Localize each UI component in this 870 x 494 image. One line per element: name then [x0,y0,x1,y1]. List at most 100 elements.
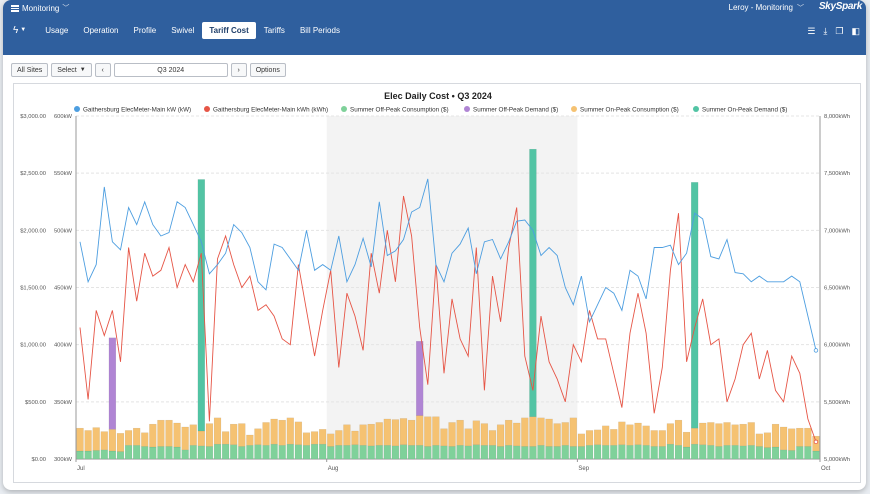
onpeak-demand-bar [197,179,205,432]
onpeak-consumption-bar [642,425,650,446]
onpeak-consumption-bar [464,428,472,447]
offpeak-consumption-bar [84,450,92,460]
onpeak-consumption-bar [553,423,561,447]
select-dropdown[interactable]: Select ▼ [51,63,92,77]
y-tick-label-kwh: 6,500kWh [824,286,850,292]
offpeak-consumption-bar [391,445,400,460]
tab-swivel[interactable]: Swivel [171,25,195,35]
kwh-series-line [79,195,817,443]
offpeak-consumption-bar [407,445,416,460]
download-icon[interactable]: ⤓ [823,26,828,36]
panel-icon[interactable]: ◧ [851,26,860,36]
offpeak-consumption-bar [788,450,796,460]
onpeak-consumption-bar [779,426,788,451]
offpeak-consumption-bar [432,445,440,460]
legend-entry: Summer Off-Peak Demand ($) [473,107,558,114]
offpeak-consumption-bar [367,445,375,460]
offpeak-consumption-bar [375,445,383,460]
offpeak-consumption-bar [642,445,650,460]
elec-daily-cost-chart[interactable]: Elec Daily Cost • Q3 2024 Gaithersburg El… [14,84,862,484]
filter-toolbar: All Sites Select ▼ ‹ Q3 2024 › Options [11,63,286,77]
offpeak-consumption-bar [666,443,675,460]
onpeak-consumption-bar [626,424,634,446]
kw-series-line [79,178,817,351]
y-tick-label-cost: $2,500.00 [20,171,46,177]
tab-bill-periods[interactable]: Bill Periods [299,25,340,35]
tab-usage[interactable]: Usage [45,25,69,35]
list-icon[interactable]: ☰ [807,26,816,36]
onpeak-consumption-bar [399,418,408,445]
caret-down-icon: ▼ [79,67,86,73]
date-range-display[interactable]: Q3 2024 [113,63,228,77]
offpeak-consumption-bar [327,446,335,460]
offpeak-consumption-bar [278,445,286,460]
onpeak-consumption-bar [351,430,359,445]
select-label: Select [57,66,77,74]
onpeak-consumption-bar [505,419,513,446]
lightning-icon[interactable]: ϟ [13,24,19,36]
y-tick-label-kw: 350kW [54,400,73,406]
onpeak-consumption-bar [569,417,577,447]
onpeak-consumption-bar [149,423,157,448]
tab-tariff-cost[interactable]: Tariff Cost [202,21,256,39]
offpeak-consumption-bar [723,445,731,460]
onpeak-consumption-bar [650,430,658,447]
offpeak-consumption-bar [553,446,561,460]
app-switcher[interactable]: Monitoring ﹀ [11,3,69,13]
copy-icon[interactable]: ❐ [835,26,844,36]
y-tick-label-kw: 600kW [54,114,73,120]
offpeak-consumption-bar [763,447,772,460]
x-tick-label: Aug [328,466,339,472]
onpeak-consumption-bar [561,422,569,446]
onpeak-consumption-bar [221,431,230,445]
offpeak-consumption-bar [100,449,108,460]
offpeak-consumption-bar [424,446,432,460]
onpeak-consumption-bar [545,418,553,447]
offpeak-consumption-bar [116,451,125,460]
tab-operation[interactable]: Operation [83,25,119,35]
onpeak-consumption-bar [100,431,108,451]
tab-profile[interactable]: Profile [133,25,157,35]
offpeak-consumption-bar [230,444,238,460]
onpeak-consumption-bar [731,424,739,446]
offpeak-consumption-bar [585,445,594,460]
onpeak-consumption-bar [319,429,327,445]
y-tick-label-kwh: 5,500kWh [824,400,850,406]
caret-down-icon[interactable]: ▼ [20,27,27,33]
tab-tariffs[interactable]: Tariffs [263,25,285,35]
y-tick-label-kw: 300kW [54,457,73,463]
all-sites-button[interactable]: All Sites [11,63,49,77]
offpeak-consumption-bar [545,446,553,460]
offpeak-consumption-bar [488,445,497,460]
onpeak-consumption-bar [715,423,723,447]
offpeak-consumption-bar [92,450,100,460]
y-tick-label-kw: 400kW [54,343,73,349]
onpeak-consumption-bar [699,422,707,445]
onpeak-consumption-bar [133,427,141,446]
onpeak-consumption-bar [771,423,780,448]
previous-period-button[interactable]: ‹ [94,63,111,77]
onpeak-consumption-bar [254,428,262,445]
x-tick-label: Jul [77,466,85,472]
legend-marker [464,106,470,112]
offpeak-consumption-bar [593,444,602,460]
onpeak-consumption-bar [618,421,626,445]
onpeak-consumption-bar [682,431,691,448]
next-period-button[interactable]: › [230,63,247,77]
offpeak-consumption-bar [319,443,327,460]
offpeak-consumption-bar [480,445,489,460]
legend-entry: Summer On-Peak Consumption ($) [580,107,679,114]
offpeak-consumption-bar [270,443,278,460]
offpeak-consumption-bar [577,446,586,460]
onpeak-consumption-bar [165,419,173,447]
offpeak-consumption-bar [351,444,359,460]
offpeak-consumption-bar [682,446,691,460]
options-button[interactable]: Options [249,63,286,77]
onpeak-consumption-bar [197,430,205,447]
offpeak-consumption-bar [108,450,117,460]
onpeak-consumption-bar [529,416,537,447]
user-menu[interactable]: Leroy - Monitoring ﹀ [729,3,804,13]
offpeak-consumption-bar [213,443,222,460]
onpeak-consumption-bar [181,426,189,451]
offpeak-consumption-bar [602,445,610,460]
